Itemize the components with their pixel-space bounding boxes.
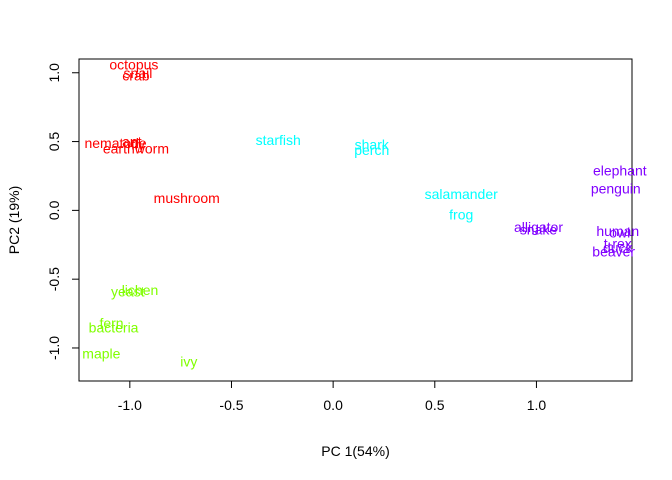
y-tick-label: -0.5	[46, 267, 62, 291]
x-tick-label: -1.0	[118, 397, 142, 413]
point-label: yeast	[111, 284, 145, 300]
point-label: duck	[603, 240, 634, 256]
point-label: bacteria	[89, 319, 139, 335]
point-label: t-rex	[604, 235, 632, 251]
point-label: earthworm	[103, 140, 169, 156]
point-label: penguin	[591, 180, 641, 196]
point-label: crab	[122, 68, 149, 84]
y-tick-label: 0.0	[46, 200, 62, 220]
point-label: mushroom	[154, 190, 220, 206]
point-label: alligator	[514, 219, 563, 235]
x-tick-label: 0.0	[323, 397, 343, 413]
x-axis-label: PC 1(54%)	[321, 443, 389, 459]
point-label: frog	[449, 206, 473, 222]
point-label: ant	[122, 134, 142, 150]
x-tick-label: 1.0	[527, 397, 547, 413]
point-label: maple	[82, 345, 120, 361]
point-label: octopus	[109, 57, 158, 73]
y-tick-label: 0.5	[46, 132, 62, 152]
point-label: nematode	[84, 135, 146, 151]
point-label: owl	[609, 224, 630, 240]
point-label: shark	[355, 136, 390, 152]
x-axis: -1.0 -0.5 0.0 0.5 1.0	[118, 380, 547, 413]
point-label: starfish	[256, 132, 301, 148]
y-tick-label: 1.0	[46, 63, 62, 83]
point-label: beaver	[592, 244, 635, 260]
x-tick-label: -0.5	[219, 397, 243, 413]
y-tick-label: -1.0	[46, 336, 62, 360]
point-label: salamander	[425, 186, 498, 202]
point-label: snail	[124, 65, 153, 81]
point-label: fly	[131, 136, 145, 152]
point-label: human	[596, 223, 639, 239]
point-label: lichen	[122, 282, 159, 298]
point-label: fern	[99, 315, 123, 331]
point-label: elephant	[593, 162, 647, 178]
point-label: ivy	[180, 354, 197, 370]
y-axis-label: PC2 (19%)	[6, 186, 22, 254]
y-axis: -1.0 -0.5 0.0 0.5 1.0	[46, 63, 80, 360]
point-label: perch	[354, 142, 389, 158]
x-tick-label: 0.5	[425, 397, 445, 413]
point-label: snake	[520, 222, 558, 238]
